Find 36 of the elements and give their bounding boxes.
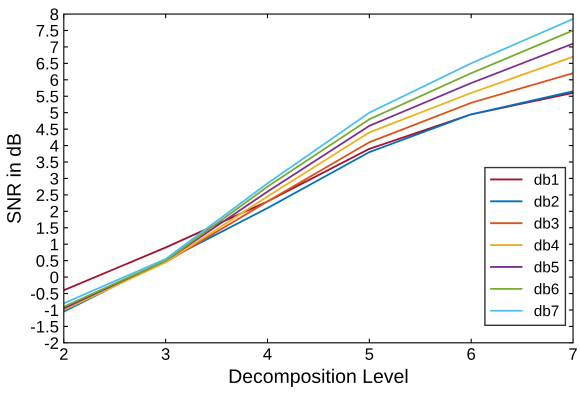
y-axis-title: SNR in dB <box>6 134 21 223</box>
x-axis-title: Decomposition Level <box>230 368 408 387</box>
y-tick-label: 2.5 <box>36 189 58 202</box>
x-tick-label: 5 <box>365 348 374 360</box>
legend-label: db5 <box>534 261 559 272</box>
legend-label: db6 <box>534 283 559 294</box>
x-tick-label: 7 <box>569 348 577 360</box>
x-tick-label: 2 <box>60 348 68 360</box>
legend-label: db7 <box>534 305 559 316</box>
y-tick-label: 0 <box>50 271 58 284</box>
y-tick-label: 0.5 <box>36 255 58 267</box>
legend-label: db4 <box>534 239 559 251</box>
y-tick-label: 5.5 <box>36 90 58 102</box>
y-tick-label: -1.5 <box>30 320 58 333</box>
y-tick-label: 6 <box>50 74 58 86</box>
y-tick-label: 1 <box>50 238 58 250</box>
y-tick-label: -0.5 <box>30 288 58 300</box>
y-tick-label: 7.5 <box>36 25 58 37</box>
legend-label: db2 <box>534 196 559 207</box>
y-tick-label: 5 <box>50 107 58 119</box>
legend-label: db1 <box>534 174 559 185</box>
x-tick-label: 4 <box>263 348 272 360</box>
y-tick-label: 3.5 <box>36 156 58 168</box>
y-tick-label: 2 <box>50 206 58 218</box>
y-tick-label: 7 <box>50 41 58 53</box>
x-tick-label: 3 <box>162 348 170 360</box>
y-tick-label: -2 <box>44 337 58 349</box>
y-tick-label: 4.5 <box>36 124 58 136</box>
y-tick-label: -1 <box>44 304 58 316</box>
y-tick-label: 6.5 <box>36 58 58 70</box>
y-tick-label: 8 <box>50 8 58 20</box>
y-tick-label: 1.5 <box>37 222 58 234</box>
x-tick-label: 6 <box>467 348 476 360</box>
y-tick-label: 3 <box>50 172 58 185</box>
legend-label: db3 <box>534 217 559 229</box>
y-tick-label: 4 <box>50 140 58 152</box>
